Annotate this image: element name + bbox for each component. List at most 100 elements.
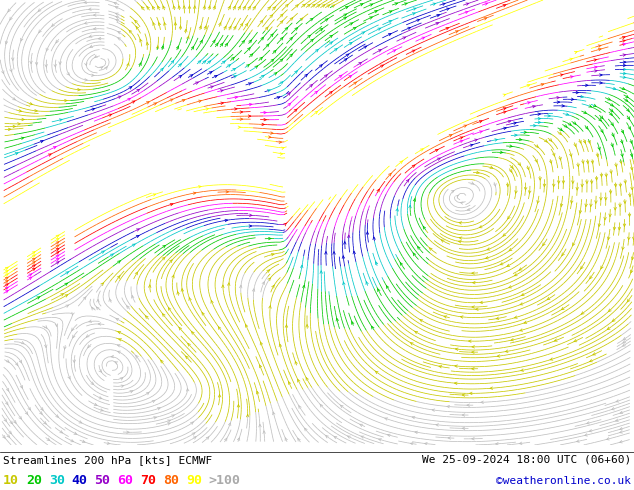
FancyArrowPatch shape xyxy=(248,6,250,9)
FancyArrowPatch shape xyxy=(481,401,484,403)
FancyArrowPatch shape xyxy=(128,98,131,100)
FancyArrowPatch shape xyxy=(56,242,59,244)
FancyArrowPatch shape xyxy=(249,103,252,106)
FancyArrowPatch shape xyxy=(225,43,228,46)
FancyArrowPatch shape xyxy=(339,75,342,77)
FancyArrowPatch shape xyxy=(32,245,35,247)
FancyArrowPatch shape xyxy=(326,436,328,438)
FancyArrowPatch shape xyxy=(490,387,493,390)
FancyArrowPatch shape xyxy=(253,6,256,9)
FancyArrowPatch shape xyxy=(240,285,242,288)
FancyArrowPatch shape xyxy=(412,165,415,168)
FancyArrowPatch shape xyxy=(10,17,12,20)
FancyArrowPatch shape xyxy=(320,271,323,273)
FancyArrowPatch shape xyxy=(623,338,626,340)
FancyArrowPatch shape xyxy=(98,37,101,40)
FancyArrowPatch shape xyxy=(465,11,468,14)
FancyArrowPatch shape xyxy=(56,235,59,238)
FancyArrowPatch shape xyxy=(84,22,87,24)
FancyArrowPatch shape xyxy=(127,306,129,309)
FancyArrowPatch shape xyxy=(395,3,398,5)
FancyArrowPatch shape xyxy=(212,40,215,43)
FancyArrowPatch shape xyxy=(198,61,201,63)
FancyArrowPatch shape xyxy=(486,257,488,259)
FancyArrowPatch shape xyxy=(590,276,592,279)
FancyArrowPatch shape xyxy=(579,26,582,28)
FancyArrowPatch shape xyxy=(455,196,458,198)
FancyArrowPatch shape xyxy=(472,281,475,284)
FancyArrowPatch shape xyxy=(89,320,92,322)
FancyArrowPatch shape xyxy=(619,431,623,433)
FancyArrowPatch shape xyxy=(68,376,70,379)
FancyArrowPatch shape xyxy=(98,323,101,325)
FancyArrowPatch shape xyxy=(97,299,99,302)
FancyArrowPatch shape xyxy=(271,132,273,134)
FancyArrowPatch shape xyxy=(467,208,470,211)
FancyArrowPatch shape xyxy=(267,270,269,272)
FancyArrowPatch shape xyxy=(611,4,614,6)
FancyArrowPatch shape xyxy=(146,316,148,318)
FancyArrowPatch shape xyxy=(351,321,354,324)
FancyArrowPatch shape xyxy=(537,200,540,203)
FancyArrowPatch shape xyxy=(498,44,501,46)
FancyArrowPatch shape xyxy=(533,105,535,108)
FancyArrowPatch shape xyxy=(261,75,264,77)
FancyArrowPatch shape xyxy=(503,24,505,26)
FancyArrowPatch shape xyxy=(235,96,238,98)
FancyArrowPatch shape xyxy=(8,9,11,12)
FancyArrowPatch shape xyxy=(472,345,474,348)
FancyArrowPatch shape xyxy=(527,101,530,104)
FancyArrowPatch shape xyxy=(447,405,450,408)
FancyArrowPatch shape xyxy=(79,421,82,423)
FancyArrowPatch shape xyxy=(74,432,77,434)
FancyArrowPatch shape xyxy=(288,382,290,385)
FancyArrowPatch shape xyxy=(8,128,11,131)
FancyArrowPatch shape xyxy=(403,37,406,39)
FancyArrowPatch shape xyxy=(315,111,318,114)
FancyArrowPatch shape xyxy=(285,438,287,441)
FancyArrowPatch shape xyxy=(474,71,477,73)
FancyArrowPatch shape xyxy=(216,43,218,46)
FancyArrowPatch shape xyxy=(5,267,8,270)
FancyArrowPatch shape xyxy=(593,4,595,6)
FancyArrowPatch shape xyxy=(226,131,228,134)
FancyArrowPatch shape xyxy=(301,265,303,268)
FancyArrowPatch shape xyxy=(406,125,409,128)
FancyArrowPatch shape xyxy=(115,13,119,15)
FancyArrowPatch shape xyxy=(487,248,490,250)
FancyArrowPatch shape xyxy=(480,301,482,304)
FancyArrowPatch shape xyxy=(228,283,230,286)
FancyArrowPatch shape xyxy=(628,237,630,240)
FancyArrowPatch shape xyxy=(559,157,561,160)
FancyArrowPatch shape xyxy=(380,65,384,68)
FancyArrowPatch shape xyxy=(422,37,425,39)
FancyArrowPatch shape xyxy=(425,442,427,445)
FancyArrowPatch shape xyxy=(488,71,491,73)
FancyArrowPatch shape xyxy=(191,422,193,424)
FancyArrowPatch shape xyxy=(545,24,548,26)
FancyArrowPatch shape xyxy=(121,385,124,388)
Text: 90: 90 xyxy=(186,474,202,488)
FancyArrowPatch shape xyxy=(252,289,255,292)
FancyArrowPatch shape xyxy=(582,161,584,163)
FancyArrowPatch shape xyxy=(417,19,420,22)
FancyArrowPatch shape xyxy=(5,241,8,243)
FancyArrowPatch shape xyxy=(221,43,223,46)
FancyArrowPatch shape xyxy=(32,265,35,268)
FancyArrowPatch shape xyxy=(569,154,572,156)
FancyArrowPatch shape xyxy=(32,255,35,257)
FancyArrowPatch shape xyxy=(361,436,364,439)
FancyArrowPatch shape xyxy=(585,126,588,129)
FancyArrowPatch shape xyxy=(233,69,236,71)
FancyArrowPatch shape xyxy=(333,252,335,254)
FancyArrowPatch shape xyxy=(283,223,286,226)
FancyArrowPatch shape xyxy=(334,49,337,51)
FancyArrowPatch shape xyxy=(119,339,122,341)
FancyArrowPatch shape xyxy=(255,66,257,69)
FancyArrowPatch shape xyxy=(360,3,363,6)
FancyArrowPatch shape xyxy=(133,196,136,199)
FancyArrowPatch shape xyxy=(470,144,473,147)
FancyArrowPatch shape xyxy=(610,113,612,115)
FancyArrowPatch shape xyxy=(472,438,474,440)
FancyArrowPatch shape xyxy=(307,4,310,7)
